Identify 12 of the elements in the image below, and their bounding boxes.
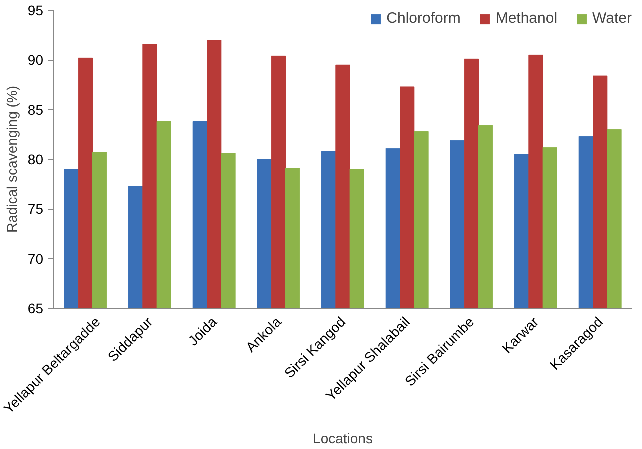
y-tick-label: 95 [28, 2, 44, 18]
y-tick-label: 75 [28, 201, 44, 218]
y-axis-title: Radical scavenging (%) [4, 86, 20, 234]
legend-label: Chloroform [386, 10, 461, 27]
legend-label: Water [592, 10, 632, 27]
y-tick-label: 90 [28, 52, 44, 68]
y-tick-label: 85 [28, 102, 44, 118]
x-axis-title: Locations [313, 430, 373, 446]
legend-label: Methanol [496, 10, 558, 27]
y-tick-label: 80 [28, 152, 44, 168]
y-tick-label: 65 [28, 300, 44, 316]
y-tick-label: 70 [28, 250, 44, 267]
